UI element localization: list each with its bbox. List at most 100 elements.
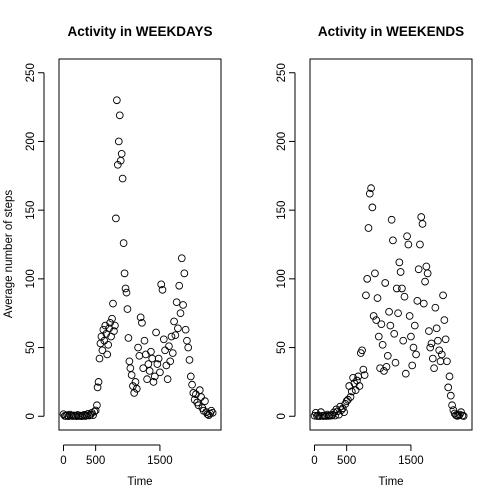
weekends-data-point — [413, 296, 422, 305]
weekdays-data-point — [181, 325, 190, 334]
weekends-data-point — [380, 367, 388, 375]
weekends-data-point — [430, 364, 438, 373]
weekends-y-tick-label-0: 0 — [276, 413, 288, 419]
weekends-data-point — [417, 213, 426, 221]
weekdays-data-point — [89, 411, 97, 420]
weekdays-data-point — [141, 350, 150, 359]
weekends-data-point — [349, 373, 357, 382]
weekdays-data-point — [145, 367, 154, 375]
weekdays-data-point — [100, 336, 109, 345]
weekends-data-point — [362, 291, 370, 300]
weekdays-data-point — [138, 318, 146, 327]
weekends-data-point — [432, 324, 441, 333]
weekdays-data-point — [130, 389, 139, 397]
weekends-data-point — [383, 351, 392, 360]
weekdays-data-point — [123, 305, 132, 313]
weekends-data-point — [337, 406, 346, 414]
weekdays-data-point — [172, 298, 181, 307]
weekends-data-point — [444, 383, 453, 392]
weekdays-data-point — [156, 368, 164, 377]
weekdays-y-tick-label-0: 0 — [25, 413, 37, 419]
weekdays-y-axis-label: Average number of steps — [3, 190, 15, 319]
weekends-y-tick-label-250: 250 — [276, 63, 288, 82]
weekends-y-tick-label-50: 50 — [276, 341, 288, 354]
weekdays-data-point — [135, 351, 144, 360]
weekends-data-point — [394, 309, 402, 318]
weekdays-data-point — [143, 375, 151, 384]
weekdays-data-point — [159, 335, 168, 344]
weekdays-panel: Activity in WEEKDAYS Time Average number… — [3, 24, 222, 488]
weekends-data-point — [448, 401, 456, 410]
weekends-data-point — [378, 340, 387, 349]
weekends-data-point — [423, 269, 432, 278]
weekdays-data-point — [170, 317, 178, 326]
weekends-data-point — [355, 382, 364, 390]
weekdays-data-point — [150, 372, 159, 381]
weekends-data-point — [390, 329, 399, 338]
weekdays-y-tick-label-100: 100 — [25, 269, 37, 288]
weekdays-data-point — [149, 378, 158, 386]
weekends-data-point — [418, 220, 427, 228]
weekdays-data-point — [157, 280, 166, 289]
weekends-x-tick-label-500: 500 — [337, 455, 356, 467]
weekends-data-point — [401, 369, 410, 378]
weekdays-x-tick-label-0: 0 — [60, 455, 66, 467]
weekends-data-point — [445, 372, 454, 381]
weekends-data-point — [404, 240, 413, 249]
weekdays-data-point — [93, 383, 102, 392]
weekdays-data-point — [175, 281, 184, 290]
weekdays-data-point — [108, 314, 116, 323]
weekends-data-point — [386, 321, 395, 330]
weekends-data-point — [340, 408, 348, 416]
weekends-data-point — [459, 412, 468, 420]
weekdays-data-point — [99, 325, 108, 334]
weekends-data-point — [434, 336, 442, 345]
weekends-data-point — [439, 291, 447, 300]
weekends-data-point — [385, 307, 393, 316]
weekends-data-point — [400, 292, 409, 301]
weekends-data-point — [373, 294, 382, 302]
weekdays-data-point — [186, 372, 195, 381]
weekends-data-point — [372, 316, 381, 324]
weekdays-data-point — [190, 395, 199, 404]
weekdays-data-point — [201, 397, 209, 405]
weekdays-data-point — [121, 284, 130, 293]
weekends-data-point — [419, 299, 428, 308]
weekdays-data-point — [91, 406, 100, 415]
weekdays-data-point — [188, 380, 196, 389]
weekends-data-point — [446, 391, 455, 400]
weekdays-data-point — [184, 343, 193, 352]
weekends-data-point — [358, 346, 366, 355]
weekdays-data-point — [81, 412, 90, 420]
weekdays-data-point — [207, 406, 216, 415]
weekdays-data-point — [103, 350, 112, 359]
weekends-data-point — [437, 350, 446, 359]
weekends-data-point — [381, 279, 390, 287]
weekdays-data-point — [119, 239, 128, 247]
weekdays-plot-frame — [58, 58, 222, 431]
weekdays-data-point — [134, 343, 142, 352]
weekdays-data-point — [167, 332, 176, 341]
weekdays-data-point — [171, 331, 180, 340]
weekdays-data-point — [162, 361, 171, 370]
weekdays-data-point — [125, 357, 134, 366]
weekends-data-point — [359, 365, 368, 374]
weekdays-data-point — [152, 328, 160, 337]
weekends-data-point — [405, 312, 414, 320]
weekdays-data-point — [183, 336, 191, 345]
weekends-x-tick-label-0: 0 — [311, 455, 317, 467]
weekdays-data-point — [147, 347, 155, 356]
weekends-data-point — [422, 262, 431, 271]
weekends-data-point — [421, 277, 429, 286]
weekdays-data-point — [161, 346, 169, 355]
weekends-data-point — [365, 189, 374, 198]
weekdays-data-point — [179, 301, 187, 309]
weekdays-data-point — [85, 411, 94, 420]
weekdays-data-point — [204, 411, 213, 420]
weekdays-y-tick-label-50: 50 — [25, 341, 37, 354]
weekdays-data-point — [197, 393, 205, 401]
weekends-data-point — [435, 346, 444, 355]
weekdays-data-point — [165, 342, 173, 351]
weekdays-data-point — [109, 299, 117, 308]
